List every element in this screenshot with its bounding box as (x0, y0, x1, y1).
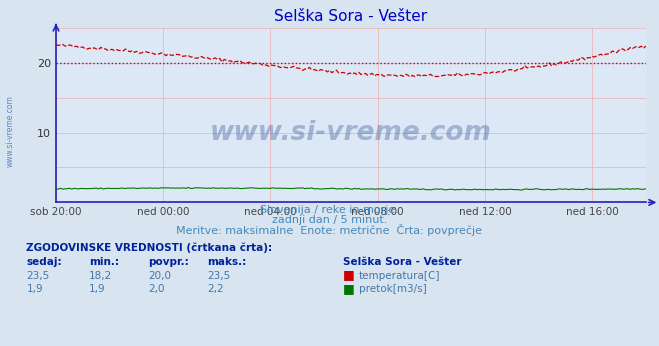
Text: 23,5: 23,5 (26, 271, 49, 281)
Text: ■: ■ (343, 268, 355, 282)
Text: sedaj:: sedaj: (26, 257, 62, 267)
Text: www.si-vreme.com: www.si-vreme.com (210, 119, 492, 146)
Text: 1,9: 1,9 (89, 284, 105, 294)
Text: temperatura[C]: temperatura[C] (359, 271, 441, 281)
Text: 2,0: 2,0 (148, 284, 165, 294)
Text: 20,0: 20,0 (148, 271, 171, 281)
Text: 1,9: 1,9 (26, 284, 43, 294)
Text: 2,2: 2,2 (208, 284, 224, 294)
Text: Slovenija / reke in morje.: Slovenija / reke in morje. (260, 205, 399, 215)
Text: www.si-vreme.com: www.si-vreme.com (5, 95, 14, 167)
Text: maks.:: maks.: (208, 257, 247, 267)
Text: ■: ■ (343, 282, 355, 295)
Text: 18,2: 18,2 (89, 271, 112, 281)
Title: Selška Sora - Vešter: Selška Sora - Vešter (274, 9, 428, 24)
Text: zadnji dan / 5 minut.: zadnji dan / 5 minut. (272, 215, 387, 225)
Text: ZGODOVINSKE VREDNOSTI (črtkana črta):: ZGODOVINSKE VREDNOSTI (črtkana črta): (26, 242, 272, 253)
Text: min.:: min.: (89, 257, 119, 267)
Text: Selška Sora - Vešter: Selška Sora - Vešter (343, 257, 461, 267)
Text: povpr.:: povpr.: (148, 257, 189, 267)
Text: Meritve: maksimalne  Enote: metrične  Črta: povprečje: Meritve: maksimalne Enote: metrične Črta… (177, 224, 482, 236)
Text: 23,5: 23,5 (208, 271, 231, 281)
Text: pretok[m3/s]: pretok[m3/s] (359, 284, 427, 294)
